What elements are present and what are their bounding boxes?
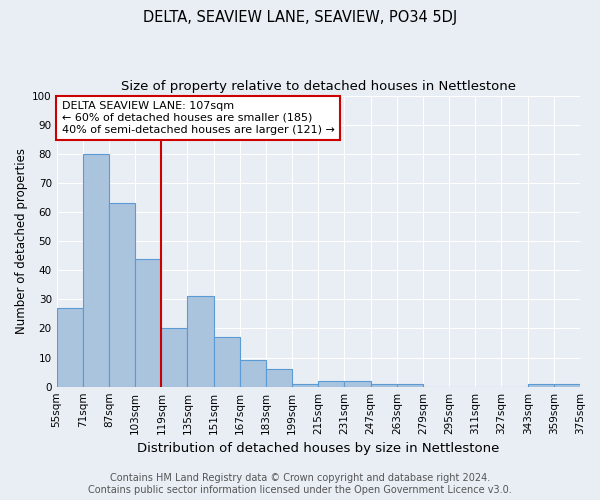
Bar — [397, 384, 423, 386]
Title: Size of property relative to detached houses in Nettlestone: Size of property relative to detached ho… — [121, 80, 516, 93]
Y-axis label: Number of detached properties: Number of detached properties — [15, 148, 28, 334]
Bar — [527, 384, 554, 386]
Bar — [371, 384, 397, 386]
Bar — [554, 384, 580, 386]
Bar — [319, 381, 344, 386]
Text: DELTA, SEAVIEW LANE, SEAVIEW, PO34 5DJ: DELTA, SEAVIEW LANE, SEAVIEW, PO34 5DJ — [143, 10, 457, 25]
Bar — [56, 308, 83, 386]
Bar — [292, 384, 319, 386]
Bar — [109, 204, 135, 386]
Bar — [161, 328, 187, 386]
Bar — [344, 381, 371, 386]
X-axis label: Distribution of detached houses by size in Nettlestone: Distribution of detached houses by size … — [137, 442, 500, 455]
Bar — [83, 154, 109, 386]
Bar — [135, 258, 161, 386]
Text: Contains HM Land Registry data © Crown copyright and database right 2024.
Contai: Contains HM Land Registry data © Crown c… — [88, 474, 512, 495]
Bar — [214, 337, 240, 386]
Bar — [187, 296, 214, 386]
Text: DELTA SEAVIEW LANE: 107sqm
← 60% of detached houses are smaller (185)
40% of sem: DELTA SEAVIEW LANE: 107sqm ← 60% of deta… — [62, 102, 335, 134]
Bar — [266, 369, 292, 386]
Bar — [240, 360, 266, 386]
